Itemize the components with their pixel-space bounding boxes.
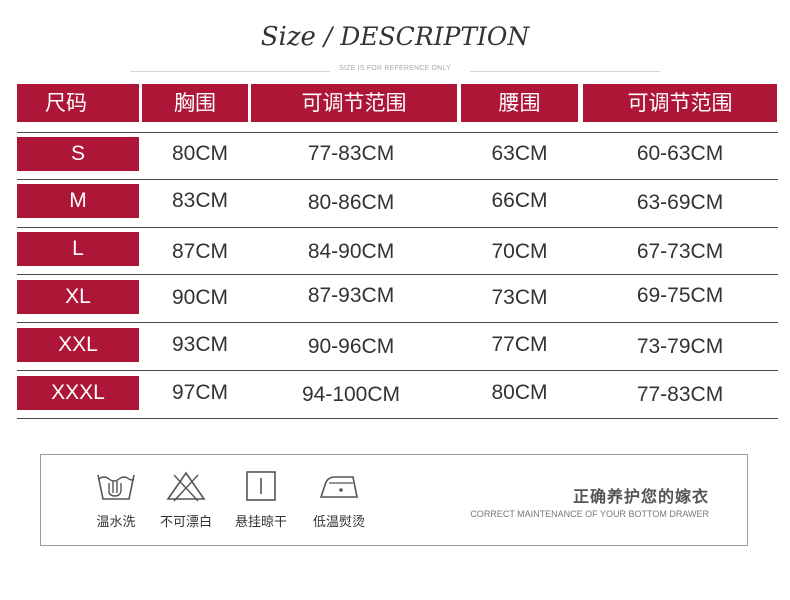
waist-range-value: 77-83CM [636,383,724,406]
waist-range-value: 63-69CM [636,191,724,214]
subtitle-line-left [130,71,330,72]
row-divider [17,179,778,180]
size-cell-s: S [17,137,139,171]
bust-value: 87CM [171,240,229,263]
hang-dry-icon [246,471,276,501]
care-item-hang-dry: 悬挂晾干 [221,469,301,530]
page-title: Size / DESCRIPTION [0,22,790,52]
size-cell-xl: XL [17,280,139,314]
header-waist-range: 可调节范围 [583,84,777,122]
row-divider [17,132,778,133]
waist-range-value: 73-79CM [636,335,724,358]
header-waist: 腰围 [461,84,578,122]
bust-value: 80CM [171,142,229,165]
no-bleach-icon [166,471,206,502]
size-cell-l: L [17,232,139,266]
row-divider [17,274,778,275]
bust-range-value: 77-83CM [307,142,395,165]
row-divider [17,227,778,228]
care-item-warm-wash: 温水洗 [76,469,156,530]
bust-value: 90CM [171,286,229,309]
low-iron-icon [319,476,358,498]
title-size: Size [260,22,316,52]
care-label: 悬挂晾干 [234,515,287,530]
bust-range-value: 87-93CM [307,284,395,307]
size-cell-xxxl: XXXL [17,376,139,410]
care-subtitle: CORRECT MAINTENANCE OF YOUR BOTTOM DRAWE… [470,509,709,519]
waist-value: 73CM [491,286,548,309]
waist-value: 77CM [491,333,548,356]
title-description: DESCRIPTION [340,22,530,51]
row-divider [17,322,778,323]
bust-range-value: 84-90CM [307,240,395,263]
waist-value: 66CM [491,189,548,212]
header-bust: 胸围 [142,84,248,122]
care-label: 温水洗 [96,515,136,530]
bust-value: 93CM [171,333,229,356]
warm-wash-icon [97,474,135,500]
header-bust-range: 可调节范围 [251,84,457,122]
bust-value: 97CM [171,381,229,404]
care-title: 正确养护您的嫁衣 [572,487,709,506]
size-cell-xxl: XXL [17,328,139,362]
bust-value: 83CM [171,189,229,212]
size-cell-m: M [17,184,139,218]
waist-value: 80CM [491,381,548,404]
care-label: 不可漂白 [159,515,212,530]
care-item-low-iron: 低温熨烫 [299,469,379,530]
care-item-no-bleach: 不可漂白 [146,469,226,530]
row-divider [17,418,778,419]
subtitle-line-right [470,71,660,72]
header-size: 尺码 [17,84,139,122]
subtitle: SIZE IS FOR REFERENCE ONLY [339,65,451,72]
bust-range-value: 80-86CM [307,191,395,214]
waist-range-value: 69-75CM [636,284,724,307]
bust-range-value: 90-96CM [307,335,395,358]
row-divider [17,370,778,371]
waist-range-value: 67-73CM [636,240,724,263]
care-label: 低温熨烫 [312,515,365,530]
care-instructions-box: 温水洗 不可漂白 悬挂晾干 低温熨烫 正确养护您的嫁衣 CORRECT MAIN… [40,454,748,546]
waist-value: 70CM [491,240,548,263]
waist-range-value: 60-63CM [636,142,724,165]
bust-range-value: 94-100CM [301,383,401,406]
title-separator: / [315,22,341,51]
waist-value: 63CM [491,142,548,165]
